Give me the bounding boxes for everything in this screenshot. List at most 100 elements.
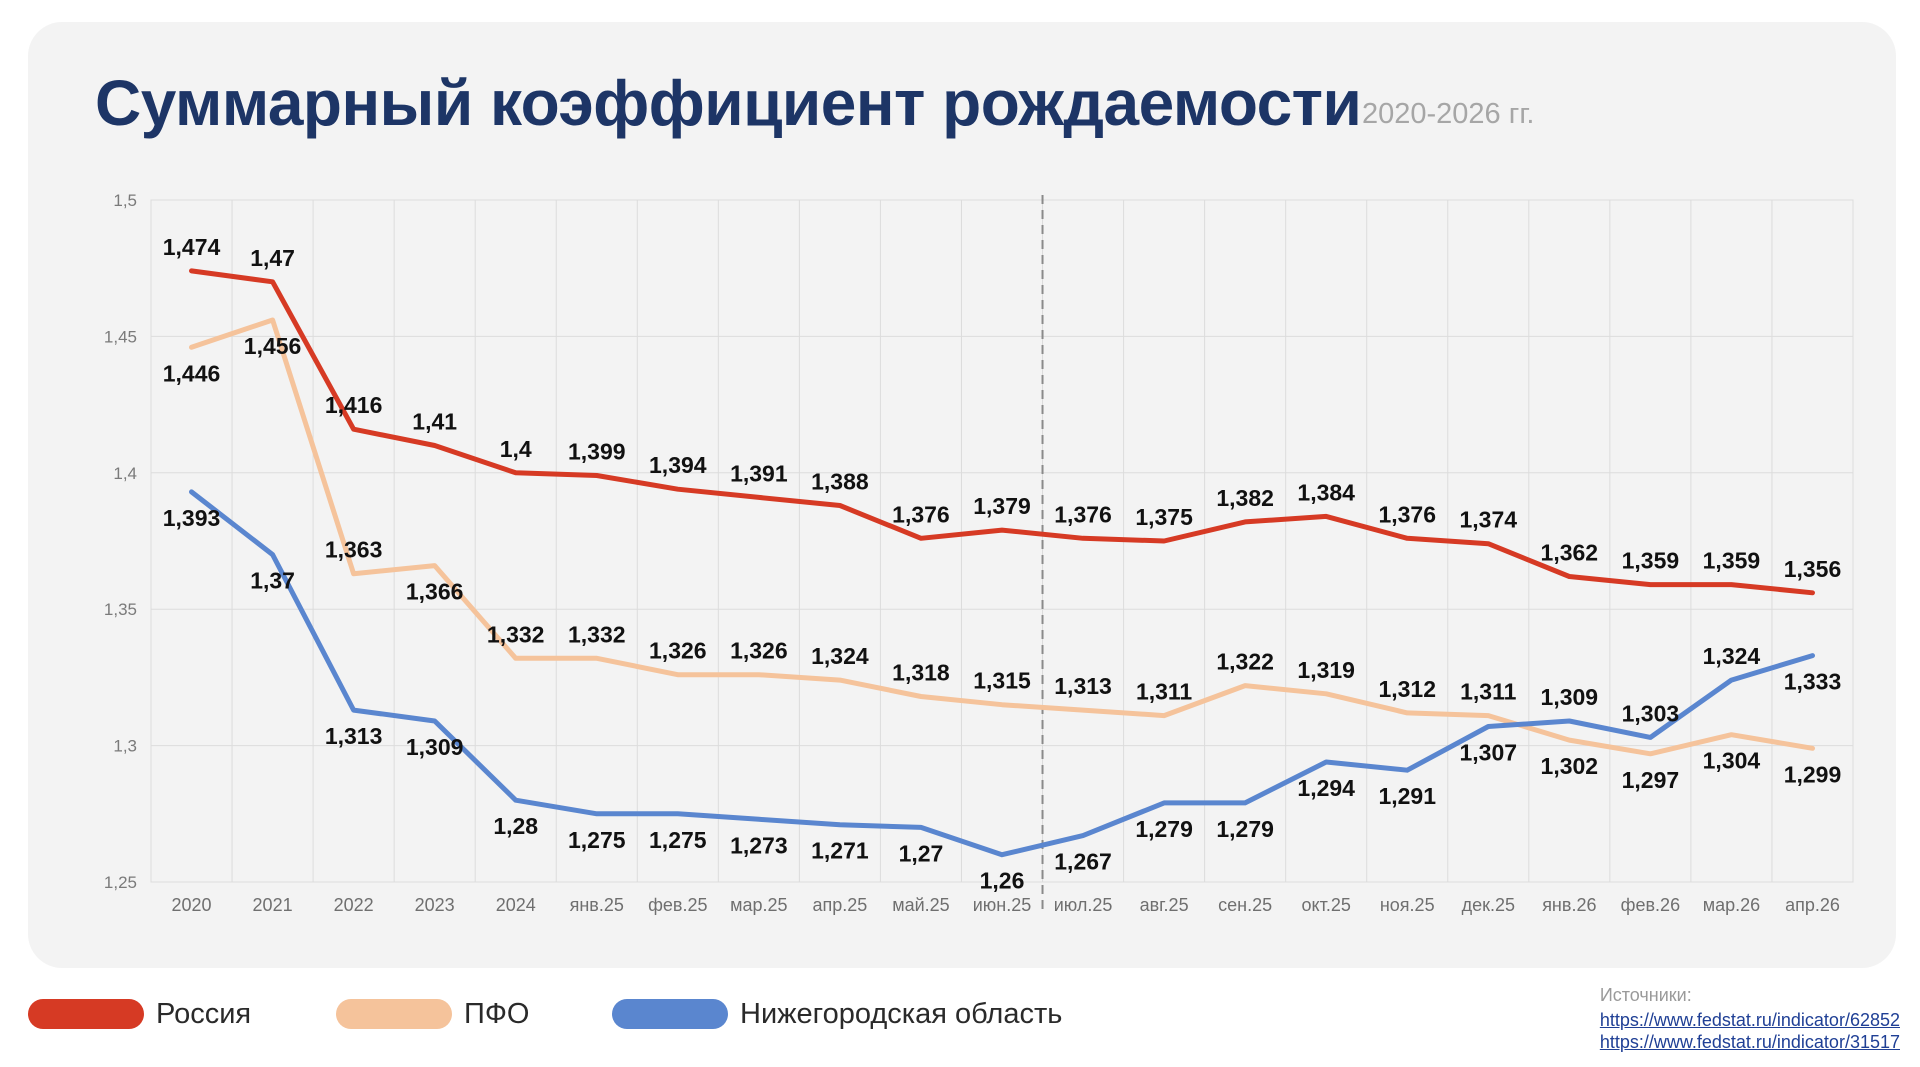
data-label: 1,311 — [1136, 679, 1192, 705]
data-label: 1,376 — [892, 501, 950, 527]
x-tick-label: 2021 — [253, 895, 293, 915]
data-label: 1,275 — [568, 827, 626, 853]
data-label: 1,275 — [649, 827, 707, 853]
data-label: 1,375 — [1135, 504, 1193, 530]
data-label: 1,359 — [1703, 548, 1761, 574]
data-label: 1,366 — [406, 579, 464, 605]
series-line-0 — [189, 268, 1815, 596]
x-tick-label: апр.25 — [813, 895, 868, 915]
data-label: 1,388 — [811, 469, 869, 495]
x-tick-label: ноя.25 — [1380, 895, 1435, 915]
data-label: 1,28 — [493, 813, 538, 839]
x-tick-label: сен.25 — [1218, 895, 1272, 915]
x-tick-label: 2024 — [496, 895, 536, 915]
data-label: 1,294 — [1297, 775, 1355, 801]
y-tick-label: 1,25 — [104, 873, 137, 892]
data-label: 1,319 — [1297, 657, 1355, 683]
data-label: 1,299 — [1784, 761, 1842, 787]
x-tick-label: мар.25 — [730, 895, 787, 915]
data-label: 1,318 — [892, 659, 950, 685]
chart-title: Суммарный коэффициент рождаемости — [95, 67, 1362, 139]
x-tick-label: 2020 — [172, 895, 212, 915]
data-label: 1,356 — [1784, 556, 1842, 582]
sources-block: Источники: https://www.fedstat.ru/indica… — [1600, 985, 1900, 1053]
data-label: 1,271 — [811, 838, 869, 864]
sources-title: Источники: — [1599, 985, 1692, 1005]
data-label: 1,307 — [1460, 740, 1518, 766]
data-label: 1,297 — [1622, 767, 1680, 793]
data-label: 1,456 — [244, 333, 302, 359]
line-chart: 1,25 1,3 1,35 1,4 1,45 1,5 2020 2021 2022 2023 202… — [104, 191, 1854, 915]
x-tick-label: янв.26 — [1542, 895, 1596, 915]
legend-swatch-russia — [28, 999, 144, 1029]
data-label: 1,393 — [163, 505, 221, 531]
plot-area — [150, 199, 1854, 883]
data-label: 1,322 — [1216, 649, 1274, 675]
data-label: 1,41 — [412, 409, 457, 435]
legend-swatch-pfo — [336, 999, 452, 1029]
x-tick-label: апр.26 — [1785, 895, 1840, 915]
data-label: 1,394 — [649, 452, 707, 478]
data-label: 1,302 — [1541, 753, 1599, 779]
x-tick-label: 2023 — [415, 895, 455, 915]
x-tick-label: окт.25 — [1302, 895, 1351, 915]
x-tick-label: дек.25 — [1462, 895, 1515, 915]
series-line-2 — [189, 489, 1815, 858]
x-tick-label: янв.25 — [570, 895, 624, 915]
data-label: 1,332 — [487, 621, 545, 647]
source-link-1[interactable]: https://www.fedstat.ru/indicator/62852 — [1599, 1010, 1900, 1030]
legend-item-nizhny: Нижегородская область — [612, 996, 1062, 1032]
data-label: 1,279 — [1135, 816, 1193, 842]
legend-label-russia: Россия — [156, 997, 252, 1030]
data-label: 1,359 — [1622, 548, 1680, 574]
data-label: 1,291 — [1378, 783, 1436, 809]
data-label: 1,273 — [730, 832, 788, 858]
data-label: 1,309 — [1541, 684, 1599, 710]
x-tick-label: июл.25 — [1054, 895, 1113, 915]
data-label: 1,313 — [1054, 673, 1112, 699]
data-label: 1,376 — [1054, 501, 1112, 527]
data-label: 1,311 — [1460, 679, 1516, 705]
y-tick-label: 1,45 — [104, 327, 137, 346]
data-label: 1,399 — [568, 439, 626, 465]
data-label: 1,27 — [899, 840, 944, 866]
data-label: 1,303 — [1622, 700, 1680, 726]
x-tick-label: май.25 — [892, 895, 949, 915]
data-label: 1,379 — [973, 493, 1031, 519]
x-tick-label: авг.25 — [1140, 895, 1189, 915]
data-label: 1,326 — [649, 638, 707, 664]
y-tick-label: 1,5 — [113, 191, 137, 210]
data-label: 1,304 — [1703, 748, 1761, 774]
source-link-2[interactable]: https://www.fedstat.ru/indicator/31517 — [1599, 1032, 1900, 1052]
y-tick-label: 1,3 — [113, 737, 137, 756]
data-label: 1,382 — [1216, 485, 1274, 511]
x-tick-label: мар.26 — [1703, 895, 1760, 915]
data-label: 1,333 — [1784, 669, 1842, 695]
x-tick-label: 2022 — [334, 895, 374, 915]
series-line-1 — [189, 317, 1815, 757]
legend-label-pfo: ПФО — [464, 997, 530, 1030]
data-label: 1,374 — [1460, 507, 1518, 533]
data-label: 1,326 — [730, 638, 788, 664]
legend-swatch-nizhny — [612, 999, 728, 1029]
legend-item-pfo: ПФО — [336, 996, 529, 1032]
data-label: 1,446 — [163, 360, 221, 386]
data-label: 1,474 — [163, 234, 221, 260]
data-label: 1,47 — [250, 245, 295, 271]
data-label: 1,384 — [1297, 479, 1355, 505]
data-label: 1,324 — [1703, 643, 1761, 669]
data-label: 1,313 — [325, 723, 383, 749]
data-label: 1,26 — [980, 868, 1025, 894]
data-label: 1,309 — [406, 734, 464, 760]
data-label: 1,312 — [1378, 676, 1436, 702]
data-label: 1,315 — [973, 668, 1031, 694]
data-label: 1,362 — [1541, 539, 1599, 565]
data-label: 1,416 — [325, 392, 383, 418]
chart-subtitle: 2020-2026 гг. — [1362, 98, 1535, 130]
data-label: 1,324 — [811, 643, 869, 669]
x-tick-label: фев.26 — [1621, 895, 1680, 915]
data-label: 1,332 — [568, 621, 626, 647]
data-label: 1,376 — [1378, 501, 1436, 527]
data-label: 1,363 — [325, 537, 383, 563]
legend-item-russia: Россия — [28, 996, 251, 1032]
